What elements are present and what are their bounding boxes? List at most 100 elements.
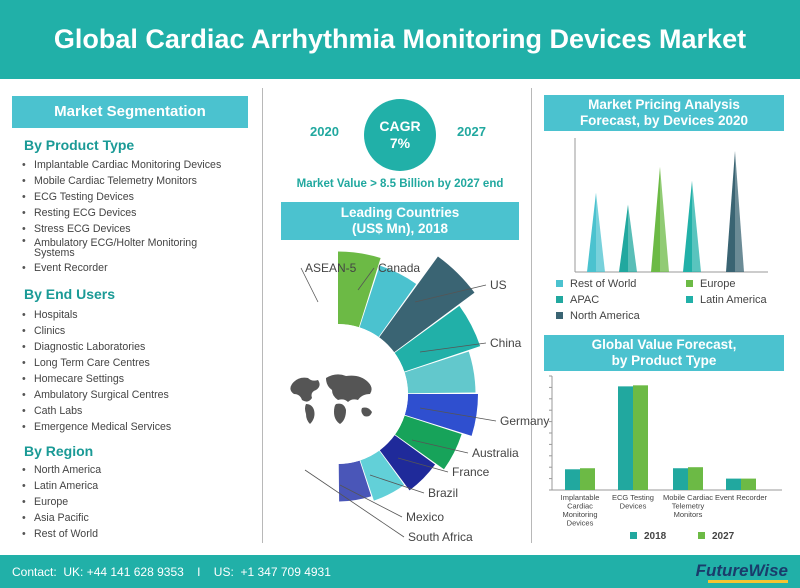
list-item: Implantable Cardiac Monitoring Devices xyxy=(22,157,237,173)
market-value-text: Market Value > 8.5 Billion by 2027 end xyxy=(296,178,504,190)
product-type-title: By Product Type xyxy=(24,137,135,153)
pie-leader-line xyxy=(411,439,469,454)
legend-swatch xyxy=(556,312,563,319)
pricing-bar-shade xyxy=(660,166,669,272)
forecast-bar-2018 xyxy=(673,468,688,490)
list-item: Emergence Medical Services xyxy=(22,419,171,435)
forecast-bar-2018 xyxy=(565,469,580,490)
pie-leader-line xyxy=(339,484,403,518)
cagr-label: CAGR xyxy=(379,118,421,135)
list-item: Resting ECG Devices xyxy=(22,205,237,221)
pricing-header-line2: Forecast, by Devices 2020 xyxy=(579,113,749,128)
list-item: Europe xyxy=(22,494,101,510)
divider-right xyxy=(531,88,532,543)
end-users-list: Hospitals Clinics Diagnostic Laboratorie… xyxy=(22,307,171,435)
cagr-value: 7% xyxy=(389,135,411,151)
pie-label: France xyxy=(452,465,490,479)
legend-label: Rest of World xyxy=(570,278,636,290)
pie-label: South Africa xyxy=(408,530,473,544)
pie-slice-us xyxy=(379,256,475,353)
list-item: Ambulatory ECG/Holter Monitoring Systems xyxy=(22,237,237,260)
pie-label: China xyxy=(490,336,522,350)
list-item: Event Recorder xyxy=(22,260,237,276)
futurewise-logo: FutureWise xyxy=(695,561,788,580)
pie-label: Mexico xyxy=(406,510,444,524)
world-map-icon xyxy=(290,374,372,424)
pie-leader-line xyxy=(304,469,405,538)
logo-underline xyxy=(708,580,788,583)
legend-swatch xyxy=(630,532,637,539)
pie-label: Brazil xyxy=(428,486,458,500)
segmentation-header: Market Segmentation xyxy=(12,96,248,128)
leading-countries-header: Leading Countries (US$ Mn), 2018 xyxy=(281,202,519,240)
leading-header-line2: (US$ Mn), 2018 xyxy=(351,221,449,236)
legend-swatch xyxy=(556,296,563,303)
pie-label: Australia xyxy=(472,446,519,460)
list-item: Clinics xyxy=(22,323,171,339)
list-item: Rest of World xyxy=(22,526,101,542)
list-item: Homecare Settings xyxy=(22,371,171,387)
value-header-line2: by Product Type xyxy=(611,353,717,368)
pie-slice-brazil xyxy=(379,435,436,491)
pie-slice-mexico xyxy=(360,450,405,501)
list-item: Latin America xyxy=(22,478,101,494)
forecast-category-label: ECG Testing Devices xyxy=(612,493,654,511)
list-item: Cath Labs xyxy=(22,403,171,419)
legend-label: 2027 xyxy=(712,531,735,542)
pie-leader-line xyxy=(419,342,487,353)
end-users-title: By End Users xyxy=(24,286,116,302)
pricing-bar-latin-america xyxy=(683,180,692,272)
legend-swatch xyxy=(556,280,563,287)
pie-label: Canada xyxy=(378,261,420,275)
divider-left xyxy=(262,88,263,543)
pie-leader-line xyxy=(300,267,319,303)
pie-leader-line xyxy=(397,457,449,473)
list-item: Mobile Cardiac Telemetry Monitors xyxy=(22,173,237,189)
region-list: North America Latin America Europe Asia … xyxy=(22,462,101,542)
list-item: Hospitals xyxy=(22,307,171,323)
pricing-bar-apac xyxy=(619,204,628,272)
footer-contact: Contact: UK: +44 141 628 9353 I US: +1 3… xyxy=(12,564,331,579)
pricing-header-line1: Market Pricing Analysis xyxy=(588,97,740,113)
legend-swatch xyxy=(698,532,705,539)
list-item: North America xyxy=(22,462,101,478)
page-title: Global Cardiac Arrhythmia Monitoring Dev… xyxy=(53,24,747,54)
forecast-category-label: Mobile Cardiac Telemetry Monitors xyxy=(663,493,713,519)
pricing-bar-europe xyxy=(651,166,660,272)
legend-label: APAC xyxy=(570,294,599,306)
pricing-header: Market Pricing Analysis Forecast, by Dev… xyxy=(544,95,784,131)
forecast-bar-2027 xyxy=(580,468,595,490)
pie-leader-line xyxy=(414,284,487,303)
pricing-bar-shade xyxy=(735,150,744,272)
pie-label: Germany xyxy=(500,414,549,428)
pie-slice-australia xyxy=(404,394,478,436)
pricing-bar-shade xyxy=(692,180,701,272)
pie-slice-france xyxy=(395,415,462,470)
legend-label: North America xyxy=(570,310,641,322)
pie-slice-canada xyxy=(359,265,417,337)
pricing-bar-shade xyxy=(596,192,605,272)
legend-swatch xyxy=(686,296,693,303)
forecast-bar-2027 xyxy=(633,385,648,490)
footer: Contact: UK: +44 141 628 9353 I US: +1 3… xyxy=(0,555,800,588)
product-type-list: Implantable Cardiac Monitoring Devices M… xyxy=(22,157,237,276)
pie-leader-line xyxy=(357,267,375,291)
leading-header-line1: Leading Countries xyxy=(340,205,460,221)
pie-slice-asean-5 xyxy=(338,251,381,328)
pie-label: ASEAN-5 xyxy=(305,261,357,275)
region-title: By Region xyxy=(24,443,94,459)
pie-leader-line xyxy=(419,407,497,422)
legend-label: Europe xyxy=(700,278,735,290)
forecast-bar-2018 xyxy=(726,478,741,490)
list-item: Stress ECG Devices xyxy=(22,221,237,237)
list-item: Long Term Care Centres xyxy=(22,355,171,371)
forecast-category-label: Event Recorder xyxy=(715,493,768,502)
title-bar: Global Cardiac Arrhythmia Monitoring Dev… xyxy=(0,0,800,79)
year-start: 2020 xyxy=(310,124,339,139)
legend-label: Latin America xyxy=(700,294,768,306)
pie-slice-south-africa xyxy=(338,460,372,502)
legend-swatch xyxy=(686,280,693,287)
list-item: Asia Pacific xyxy=(22,510,101,526)
